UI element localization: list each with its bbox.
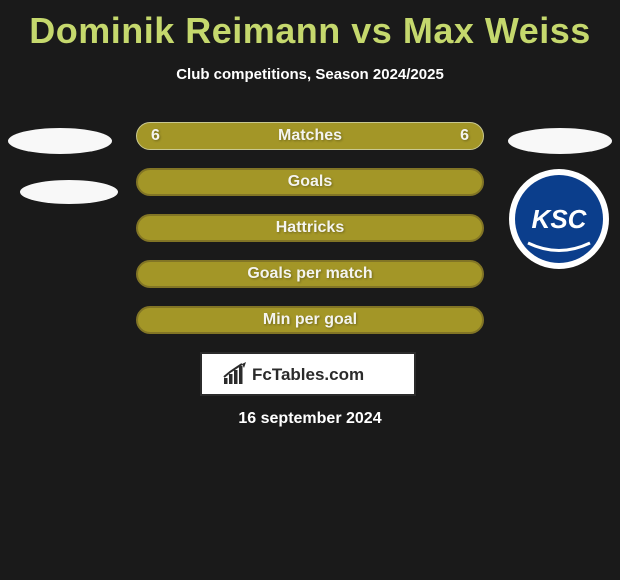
fctables-logo: FcTables.com bbox=[200, 352, 416, 396]
stat-right-value: 6 bbox=[460, 127, 469, 145]
fctables-logo-icon: FcTables.com bbox=[218, 358, 398, 390]
subtitle: Club competitions, Season 2024/2025 bbox=[0, 66, 620, 83]
stat-label: Min per goal bbox=[263, 311, 357, 329]
stat-label: Goals bbox=[288, 173, 332, 191]
svg-text:KSC: KSC bbox=[532, 204, 588, 234]
stat-label: Hattricks bbox=[276, 219, 344, 237]
left-club-logo bbox=[8, 118, 112, 198]
stat-bar-goals: Goals bbox=[136, 168, 484, 196]
stat-bar-matches: 6 Matches 6 bbox=[136, 122, 484, 150]
logo-ellipse-icon bbox=[20, 180, 118, 204]
date-text: 16 september 2024 bbox=[0, 410, 620, 428]
stat-left-value: 6 bbox=[151, 127, 160, 145]
right-club-logo: KSC bbox=[498, 118, 616, 278]
ksc-badge-icon: KSC bbox=[508, 168, 610, 270]
stat-label: Matches bbox=[278, 127, 342, 145]
logo-ellipse-icon bbox=[8, 128, 112, 154]
stat-label: Goals per match bbox=[247, 265, 372, 283]
svg-text:FcTables.com: FcTables.com bbox=[252, 365, 364, 384]
logo-ellipse-icon bbox=[508, 128, 612, 154]
stat-bar-hattricks: Hattricks bbox=[136, 214, 484, 242]
stat-bars-container: 6 Matches 6 Goals Hattricks Goals per ma… bbox=[136, 122, 484, 352]
page-title: Dominik Reimann vs Max Weiss bbox=[0, 0, 620, 52]
stat-bar-goals-per-match: Goals per match bbox=[136, 260, 484, 288]
stat-bar-min-per-goal: Min per goal bbox=[136, 306, 484, 334]
